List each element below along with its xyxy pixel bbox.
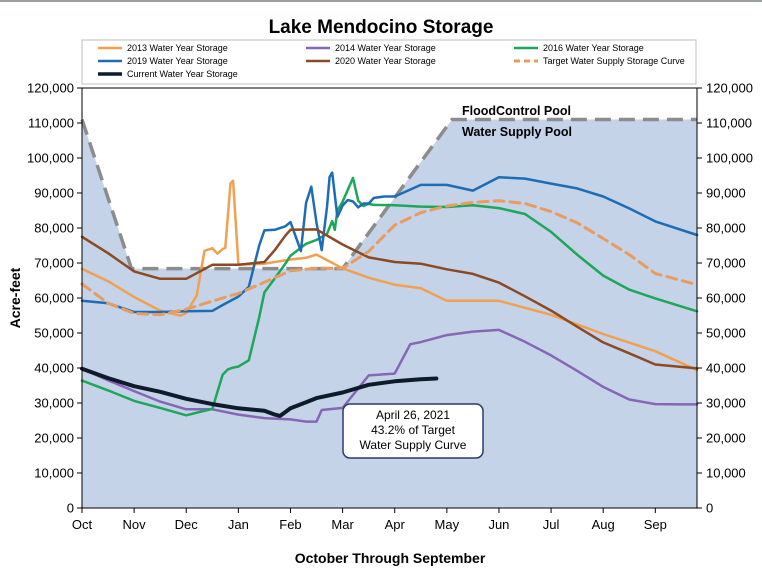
y-tick-label-right: 100,000 <box>706 151 753 166</box>
x-tick-label: Apr <box>385 517 406 532</box>
series-line-1 <box>80 328 699 423</box>
y-tick-label-left: 90,000 <box>34 186 74 201</box>
plot-area <box>80 117 699 508</box>
y-tick-label-right: 90,000 <box>706 186 746 201</box>
y-tick-label-right: 30,000 <box>706 396 746 411</box>
y-tick-label-left: 110,000 <box>28 116 74 131</box>
y-tick-label-left: 0 <box>67 501 74 516</box>
x-tick-label: Dec <box>175 517 199 532</box>
y-tick-label-left: 30,000 <box>34 396 74 411</box>
legend-label-3: 2019 Water Year Storage <box>127 56 228 66</box>
legend-label-5: Target Water Supply Storage Curve <box>543 56 685 66</box>
y-tick-label-left: 120,000 <box>27 81 74 96</box>
series-line-4 <box>80 228 699 370</box>
x-tick-label: Nov <box>123 517 147 532</box>
annotation-line-1: April 26, 2021 <box>376 408 450 422</box>
y-axis-title: Acre-feet <box>7 267 23 328</box>
y-tick-label-right: 10,000 <box>706 466 746 481</box>
x-tick-label: Oct <box>72 517 93 532</box>
annotation-box <box>342 403 484 459</box>
series-line-6 <box>80 366 439 418</box>
y-tick-label-right: 70,000 <box>706 256 746 271</box>
series-line-5 <box>80 199 699 317</box>
flood-control-pool-label: FloodControl Pool <box>462 104 571 118</box>
x-tick-label: Feb <box>279 517 301 532</box>
legend-label-1: 2014 Water Year Storage <box>335 43 436 53</box>
x-tick-label: Jun <box>488 517 509 532</box>
x-tick-label: May <box>435 517 460 532</box>
y-tick-label-right: 50,000 <box>706 326 746 341</box>
legend-label-6: Current Water Year Storage <box>127 69 238 79</box>
legend-label-4: 2020 Water Year Storage <box>335 56 436 66</box>
y-tick-label-left: 50,000 <box>34 326 74 341</box>
legend-label-0: 2013 Water Year Storage <box>127 43 228 53</box>
water-supply-pool-label: Water Supply Pool <box>462 125 572 139</box>
y-tick-label-left: 80,000 <box>34 221 74 236</box>
x-tick-label: Sep <box>644 517 667 532</box>
y-tick-label-right: 40,000 <box>706 361 746 376</box>
y-tick-label-left: 60,000 <box>34 291 74 306</box>
series-line-2 <box>80 176 699 417</box>
legend-box <box>81 39 697 85</box>
y-tick-label-left: 20,000 <box>34 431 74 446</box>
y-tick-label-right: 120,000 <box>706 81 753 96</box>
y-tick-label-left: 10,000 <box>34 466 74 481</box>
y-tick-label-right: 110,000 <box>706 116 752 131</box>
x-tick-label: Mar <box>331 517 354 532</box>
y-tick-label-right: 80,000 <box>706 221 746 236</box>
x-axis-title: October Through September <box>295 550 486 566</box>
annotation-line-2: 43.2% of Target <box>371 423 456 437</box>
y-tick-label-left: 40,000 <box>34 361 74 376</box>
y-tick-label-right: 60,000 <box>706 291 746 306</box>
y-tick-label-left: 70,000 <box>34 256 74 271</box>
legend: 2013 Water Year Storage 2014 Water Year S… <box>98 43 685 79</box>
chart-title: Lake Mendocino Storage <box>269 17 494 38</box>
y-tick-label-left: 100,000 <box>27 151 74 166</box>
axes: 0 0 10,000 10,000 20,000 20,000 30,000 30,000 40… <box>27 81 753 533</box>
x-tick-label: Jan <box>228 517 249 532</box>
series-line-3 <box>80 171 699 314</box>
x-tick-label: Jul <box>543 517 560 532</box>
legend-label-2: 2016 Water Year Storage <box>543 43 644 53</box>
y-tick-label-right: 0 <box>706 501 713 516</box>
y-tick-label-right: 20,000 <box>706 431 746 446</box>
x-tick-label: Aug <box>592 517 615 532</box>
annotation-line-3: Water Supply Curve <box>360 438 467 452</box>
water-supply-pool-area <box>82 119 697 508</box>
